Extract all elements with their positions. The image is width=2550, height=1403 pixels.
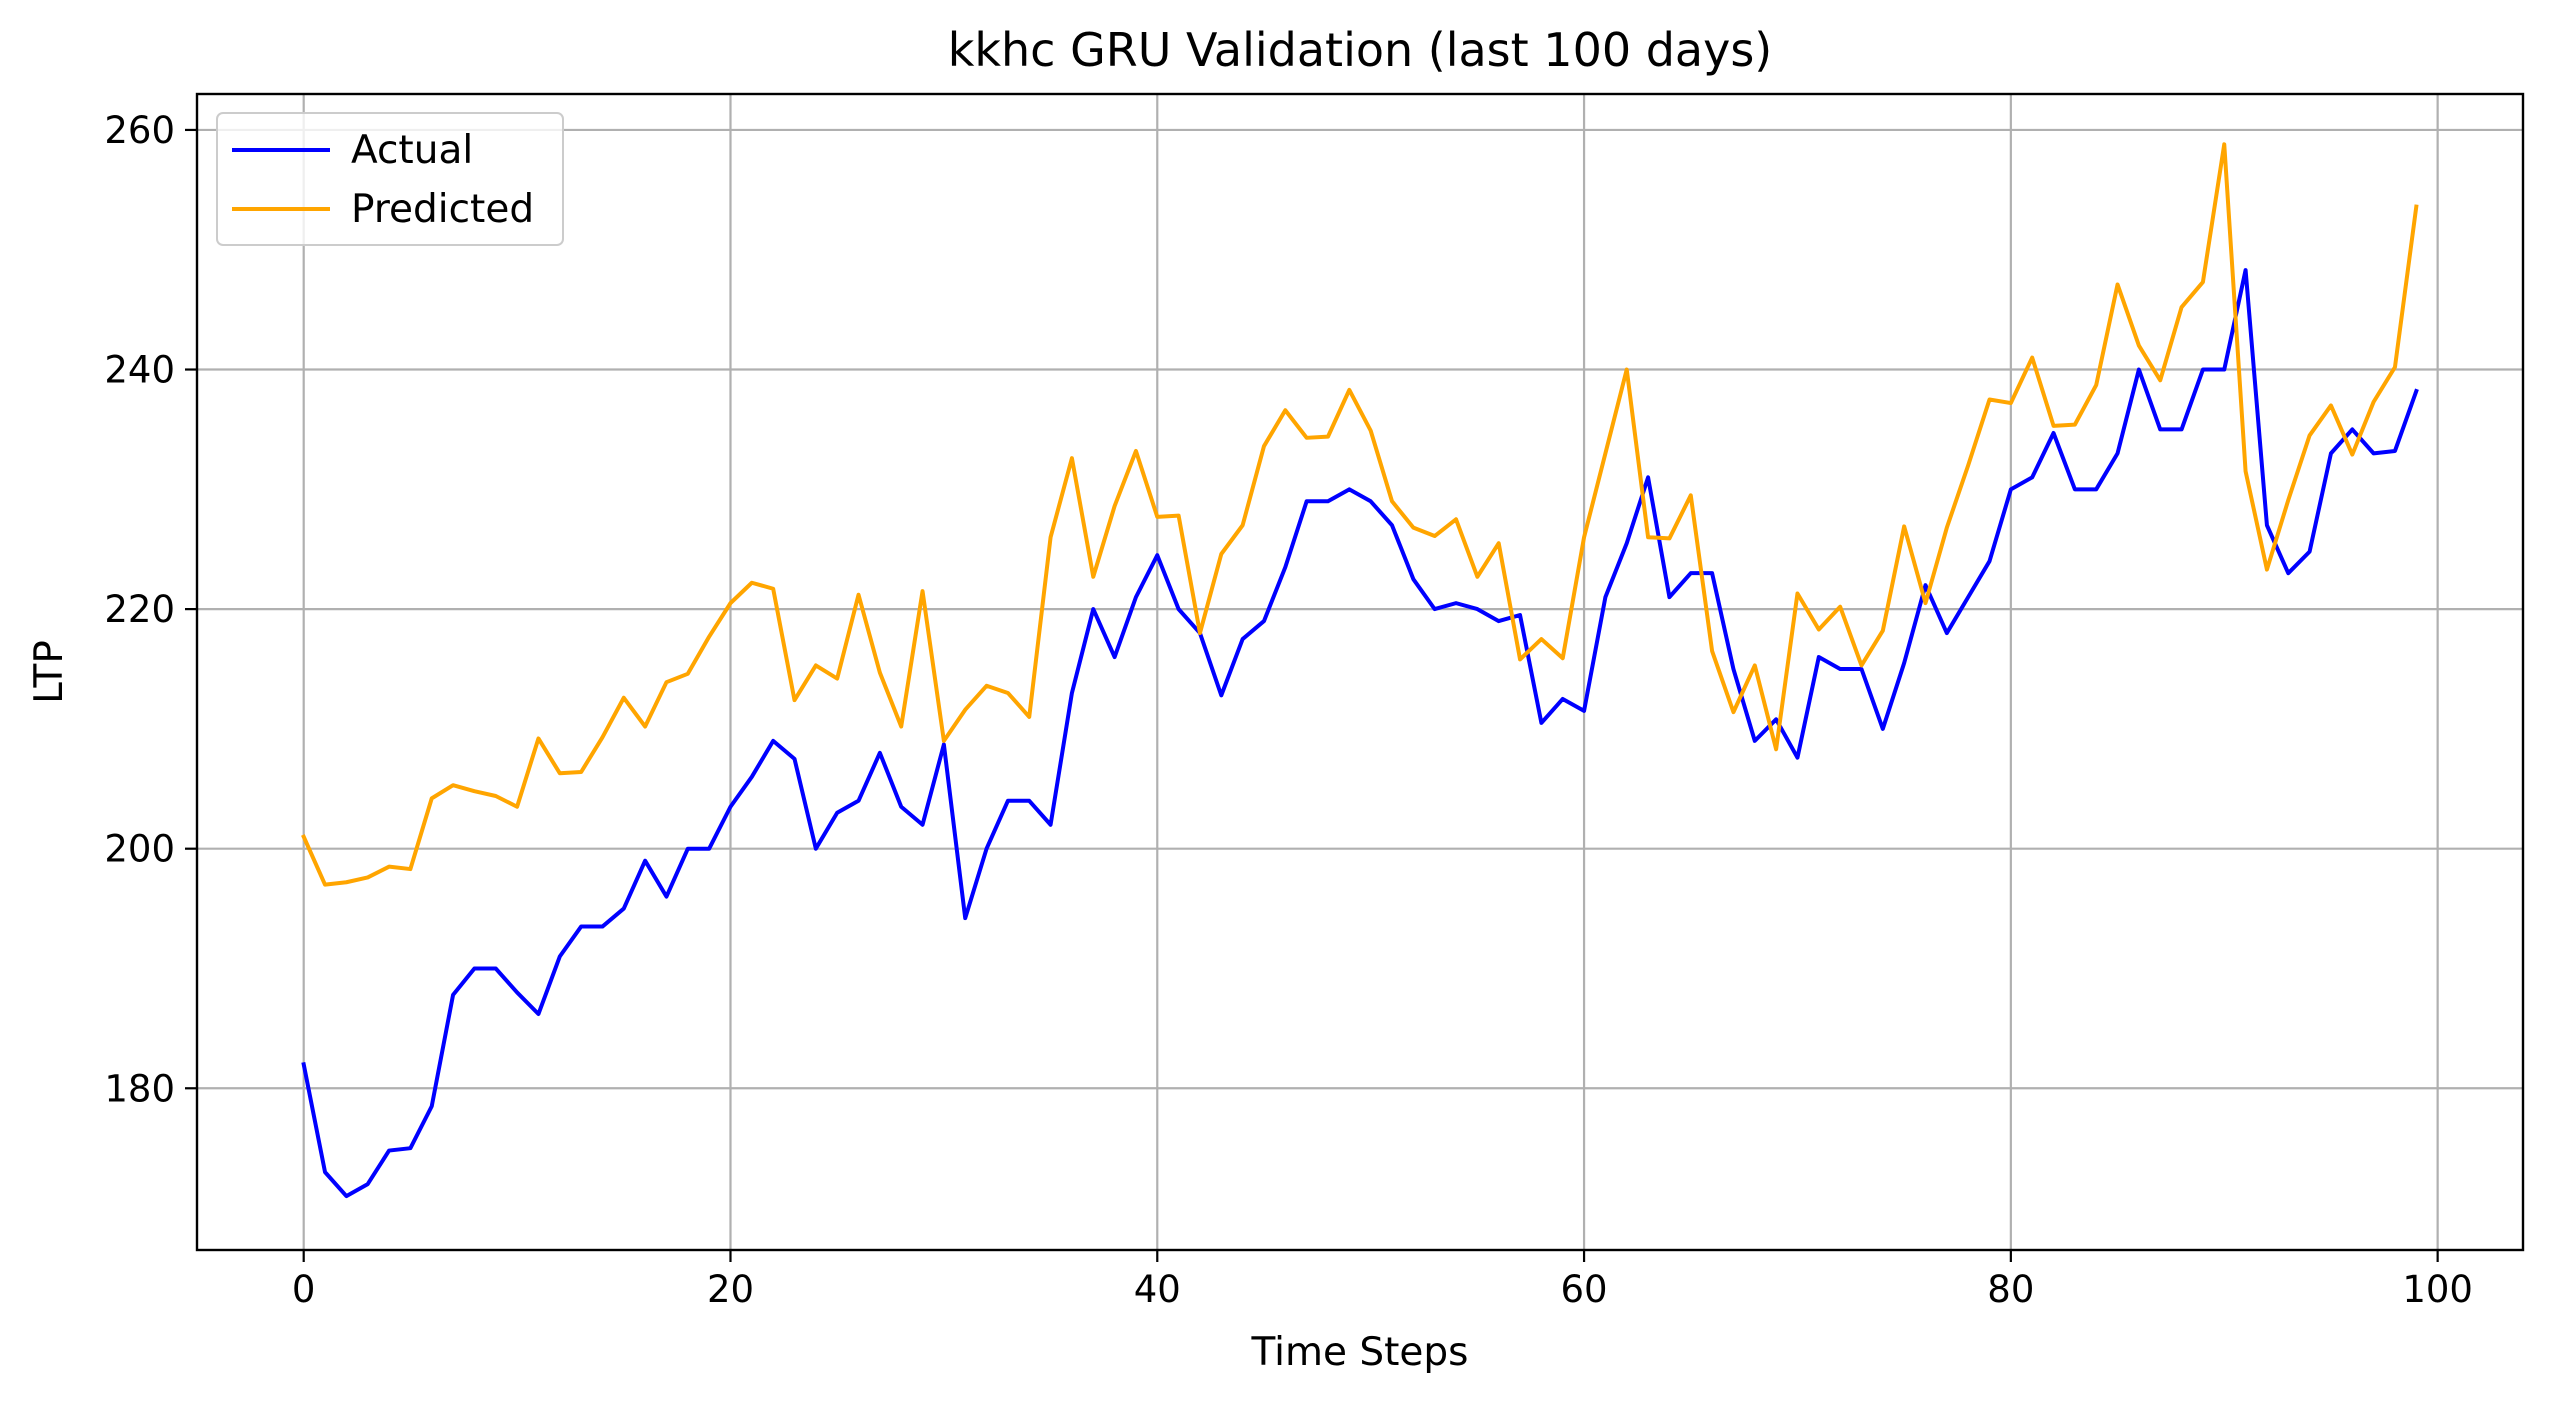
- x-tick-label: 20: [707, 1268, 754, 1311]
- plot-frame: [195, 92, 2525, 1252]
- x-axis-label: Time Steps: [1251, 1330, 1469, 1375]
- legend: Actual Predicted: [216, 112, 564, 246]
- x-tick-label: 40: [1134, 1268, 1181, 1311]
- chart-title: kkhc GRU Validation (last 100 days): [948, 23, 1773, 77]
- y-axis-label: LTP: [27, 640, 72, 704]
- series-line-actual: [301, 268, 2419, 1199]
- grid-lines: [197, 94, 2523, 1250]
- x-tick-label: 80: [1987, 1268, 2034, 1311]
- y-tick-label: 180: [104, 1067, 175, 1110]
- y-tick-label: 220: [104, 588, 175, 631]
- y-tick-label: 240: [104, 349, 175, 392]
- axis-ticks: 0 20 40 60 80 100 180 200 220 240 260: [104, 109, 2473, 1311]
- x-tick-label: 0: [292, 1268, 316, 1311]
- legend-label-actual: Actual: [351, 128, 473, 173]
- series-lines: [301, 142, 2419, 1199]
- series-line-predicted: [301, 142, 2419, 887]
- legend-label-predicted: Predicted: [351, 187, 534, 232]
- y-tick-label: 260: [104, 109, 175, 152]
- x-tick-label: 60: [1561, 1268, 1608, 1311]
- y-tick-label: 200: [104, 828, 175, 871]
- legend-box: [216, 112, 564, 246]
- x-tick-label: 100: [2402, 1268, 2473, 1311]
